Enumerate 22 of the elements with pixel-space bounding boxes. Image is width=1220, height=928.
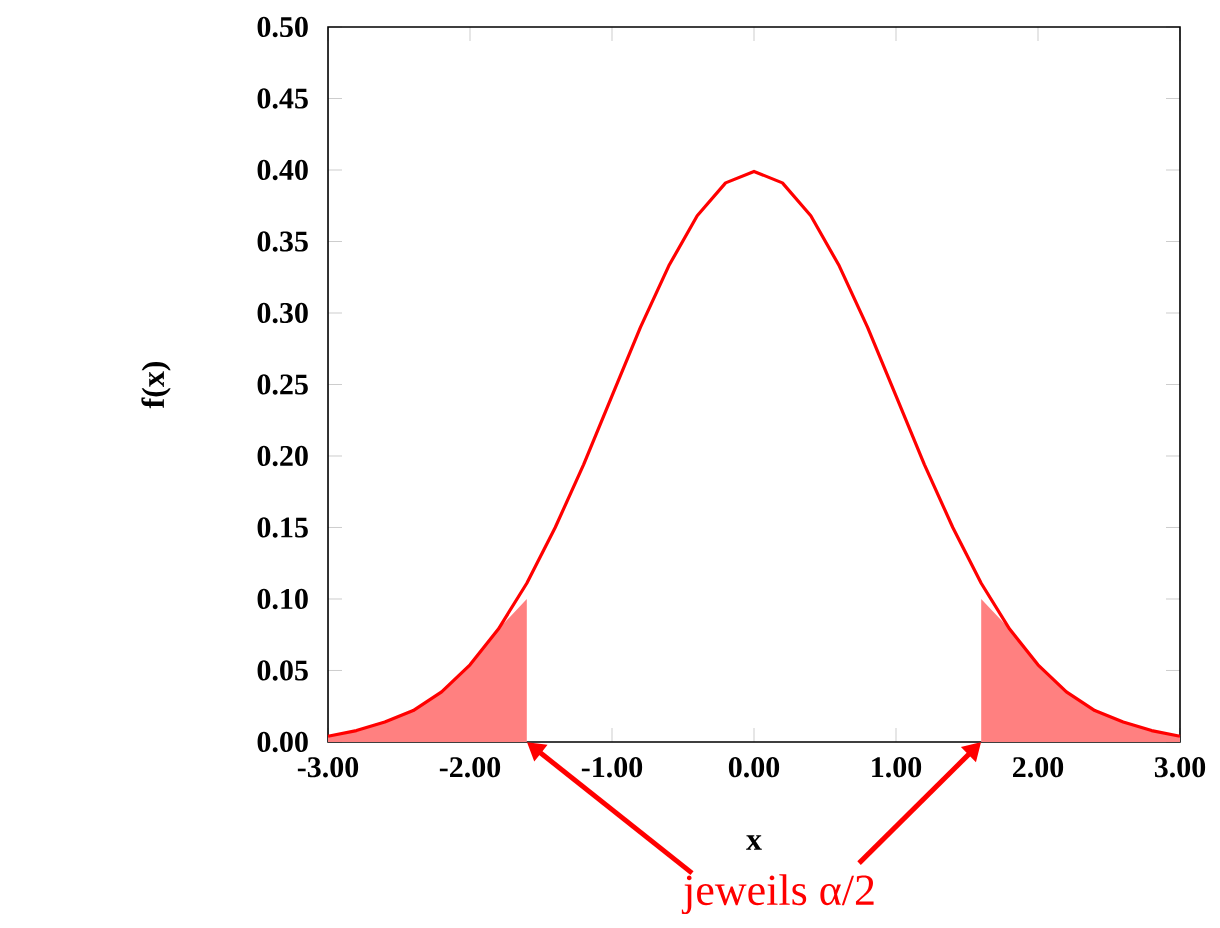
y-tick-label: 0.20 <box>257 445 308 467</box>
y-tick-label: 0.15 <box>257 517 308 538</box>
line-series <box>326 169 1182 738</box>
y-tick-label: 0.30 <box>257 302 308 324</box>
x-tick-label: -1.00 <box>581 757 643 778</box>
x-tick-label: 0.00 <box>728 757 780 778</box>
y-axis-title: f(x) <box>141 361 171 409</box>
x-tick-label: -3.00 <box>297 757 359 778</box>
y-tick-label: 0.45 <box>257 88 308 109</box>
x-tick-label: 2.00 <box>1013 757 1064 778</box>
x-tick-label: 3.00 <box>1154 757 1206 778</box>
y-tick-label: 0.40 <box>257 159 308 181</box>
y-tick-label: 0.05 <box>257 660 308 681</box>
x-axis-title: x <box>746 835 762 850</box>
x-tick-label: -2.00 <box>439 757 501 778</box>
y-tick-label: 0.50 <box>257 16 308 38</box>
y-tick-label: 0.10 <box>257 588 308 610</box>
y-tick-label: 0.00 <box>257 731 308 753</box>
y-tick-label: 0.35 <box>257 231 308 252</box>
text: jeweils α/2 <box>681 874 874 915</box>
x-tick-label: 1.00 <box>872 757 922 778</box>
y-tick-label: 0.25 <box>257 374 308 395</box>
